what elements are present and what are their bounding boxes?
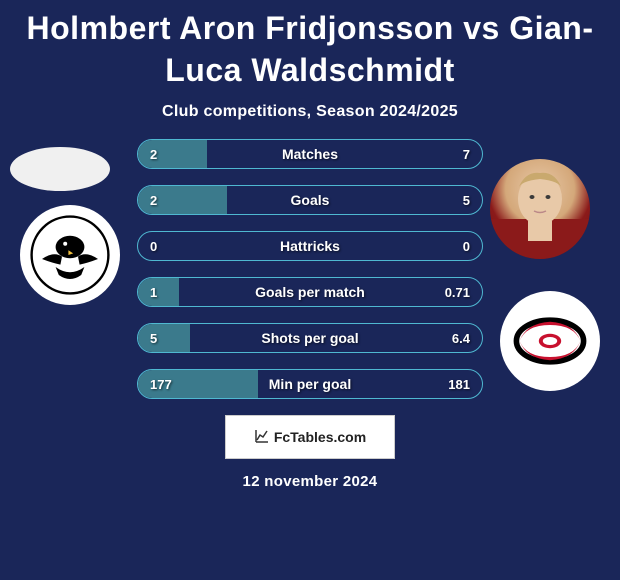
page-subtitle: Club competitions, Season 2024/2025 bbox=[0, 103, 620, 121]
eagle-crest-icon bbox=[30, 215, 110, 295]
hurricane-crest-icon bbox=[510, 301, 590, 381]
team-right-crest bbox=[500, 291, 600, 391]
player-right-avatar bbox=[490, 159, 590, 259]
stat-label: Matches bbox=[138, 146, 482, 162]
stat-row: 1Goals per match0.71 bbox=[137, 277, 483, 307]
stat-value-right: 0 bbox=[463, 239, 470, 254]
stat-label: Shots per goal bbox=[138, 330, 482, 346]
stat-row: 2Goals5 bbox=[137, 185, 483, 215]
chart-icon bbox=[254, 428, 270, 447]
stat-value-right: 7 bbox=[463, 147, 470, 162]
player-left-avatar bbox=[10, 147, 110, 191]
stat-value-right: 5 bbox=[463, 193, 470, 208]
brand-footer[interactable]: FcTables.com bbox=[225, 415, 395, 459]
stat-label: Hattricks bbox=[138, 238, 482, 254]
stat-row: 177Min per goal181 bbox=[137, 369, 483, 399]
date-line: 12 november 2024 bbox=[0, 473, 620, 490]
stat-value-right: 0.71 bbox=[445, 285, 470, 300]
stat-label: Min per goal bbox=[138, 376, 482, 392]
team-left-crest bbox=[20, 205, 120, 305]
stat-row: 5Shots per goal6.4 bbox=[137, 323, 483, 353]
comparison-chart: 2Matches7 2Goals5 0Hattricks0 1Goals per ma… bbox=[0, 139, 620, 399]
stat-label: Goals per match bbox=[138, 284, 482, 300]
stat-row: 0Hattricks0 bbox=[137, 231, 483, 261]
stat-value-right: 6.4 bbox=[452, 331, 470, 346]
stat-label: Goals bbox=[138, 192, 482, 208]
brand-label: FcTables.com bbox=[274, 429, 366, 445]
stat-bars: 2Matches7 2Goals5 0Hattricks0 1Goals per ma… bbox=[137, 139, 483, 399]
page-title: Holmbert Aron Fridjonsson vs Gian-Luca W… bbox=[0, 0, 620, 91]
stat-row: 2Matches7 bbox=[137, 139, 483, 169]
stat-value-right: 181 bbox=[448, 377, 470, 392]
